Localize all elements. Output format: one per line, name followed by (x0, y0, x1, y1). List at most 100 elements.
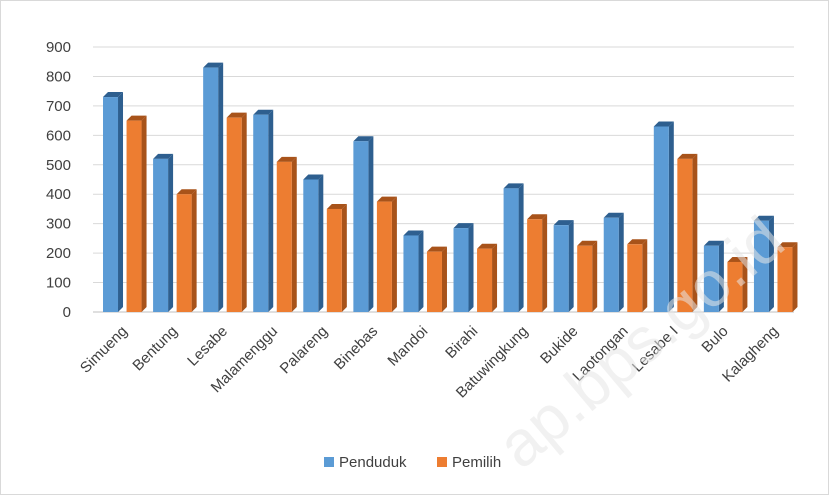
bar-penduduk-7 (453, 223, 474, 312)
bar-side (291, 156, 297, 312)
bar-front (553, 225, 569, 312)
bar-top (727, 256, 748, 262)
y-tick-label: 200 (46, 245, 71, 262)
bar-top (426, 246, 447, 252)
bar-top (403, 230, 424, 236)
bar-top (226, 112, 247, 118)
y-tick-label: 800 (46, 68, 71, 85)
bar-side (418, 230, 424, 312)
bar-top (627, 239, 648, 245)
bar-front (426, 251, 442, 312)
bar-front (677, 158, 693, 312)
bar-pemilih-8 (527, 214, 548, 312)
bar-front (376, 201, 392, 312)
bar-front (527, 219, 543, 312)
bar-front (176, 194, 192, 312)
legend-label: Penduduk (339, 454, 407, 471)
bar-top (753, 215, 774, 221)
bar-top (703, 240, 724, 246)
bar-top (503, 183, 524, 189)
bar-front (303, 179, 319, 312)
bar-front (653, 126, 669, 312)
bar-pemilih-0 (126, 115, 147, 312)
bar-side (118, 92, 124, 312)
bar-top (376, 196, 397, 202)
bar-front (276, 161, 292, 312)
bar-top (176, 189, 197, 195)
bar-front (753, 220, 769, 312)
bar-top (553, 220, 574, 226)
bar-top (126, 115, 147, 121)
bar-front (253, 114, 269, 312)
bar-side (792, 242, 798, 312)
bar-side (218, 62, 224, 312)
bar-front (353, 141, 369, 312)
bar-side (668, 121, 674, 312)
bar-pemilih-7 (477, 243, 498, 312)
bar-side (518, 183, 524, 312)
bar-side (441, 246, 447, 312)
bar-pemilih-11 (677, 153, 698, 312)
bar-top (353, 136, 374, 142)
bar-top (453, 223, 474, 229)
bar-top (527, 214, 548, 220)
bar-side (592, 240, 598, 312)
legend-swatch (437, 457, 447, 467)
bar-front (503, 188, 519, 312)
bar-front (453, 228, 469, 312)
bar-penduduk-2 (203, 62, 224, 312)
bar-penduduk-12 (703, 240, 724, 312)
bar-penduduk-10 (603, 212, 624, 312)
x-category-label: Lesabe (184, 323, 231, 370)
bar-front (203, 67, 219, 312)
bar-pemilih-1 (176, 189, 197, 312)
bar-front (477, 248, 493, 312)
legend-item-penduduk: Penduduk (324, 454, 407, 471)
y-tick-label: 900 (46, 39, 71, 56)
bar-pemilih-13 (777, 242, 798, 312)
bar-pemilih-5 (376, 196, 397, 312)
bar-side (542, 214, 548, 312)
x-category-label: Simueng (77, 323, 131, 377)
bar-front (103, 97, 119, 312)
bar-top (276, 156, 297, 162)
bar-side (568, 220, 574, 312)
y-tick-label: 500 (46, 157, 71, 174)
legend-label: Pemilih (452, 454, 501, 471)
x-category-label: Mandoi (384, 323, 431, 370)
x-category-label: Birahi (442, 323, 481, 362)
y-tick-label: 100 (46, 275, 71, 292)
bar-side (618, 212, 624, 312)
bar-front (777, 247, 793, 312)
bar-side (642, 239, 648, 312)
y-tick-label: 600 (46, 127, 71, 144)
bar-side (368, 136, 374, 312)
x-category-label: Bentung (129, 323, 181, 375)
bar-side (141, 115, 147, 312)
bar-front (727, 261, 743, 312)
bars (103, 62, 798, 313)
bar-top (203, 62, 224, 68)
bar-top (303, 174, 324, 180)
bar-top (653, 121, 674, 127)
bar-top (603, 212, 624, 218)
bar-pemilih-6 (426, 246, 447, 312)
y-tick-label: 300 (46, 216, 71, 233)
bar-penduduk-13 (753, 215, 774, 312)
y-tick-label: 400 (46, 186, 71, 203)
bar-penduduk-1 (153, 153, 174, 312)
bar-side (268, 109, 274, 312)
bar-front (403, 235, 419, 312)
bar-side (391, 196, 397, 312)
bar-top (777, 242, 798, 248)
legend-swatch (324, 457, 334, 467)
bar-penduduk-6 (403, 230, 424, 312)
bar-pemilih-12 (727, 256, 748, 312)
bar-penduduk-5 (353, 136, 374, 312)
bar-pemilih-2 (226, 112, 247, 313)
bar-front (126, 120, 142, 312)
bar-front (577, 245, 593, 312)
bar-penduduk-4 (303, 174, 324, 312)
bar-front (603, 217, 619, 312)
